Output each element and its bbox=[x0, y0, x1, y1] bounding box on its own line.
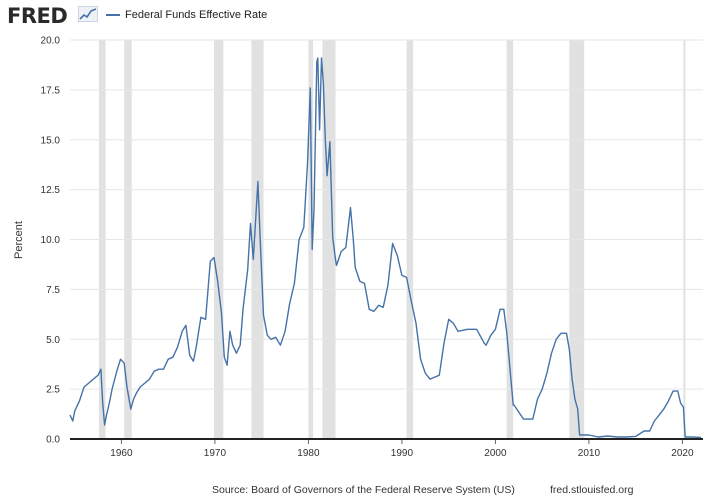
y-tick-label: 7.5 bbox=[46, 285, 60, 296]
y-tick-label: 15.0 bbox=[41, 135, 61, 146]
y-tick-label: 5.0 bbox=[46, 335, 60, 346]
x-tick-label: 1980 bbox=[297, 448, 320, 459]
y-tick-label: 12.5 bbox=[41, 185, 61, 196]
source-note: Source: Board of Governors of the Federa… bbox=[212, 484, 515, 496]
x-tick-label: 1970 bbox=[204, 448, 227, 459]
y-axis-label: Percent bbox=[13, 221, 25, 259]
gridlines bbox=[70, 39, 703, 390]
y-tick-label: 17.5 bbox=[41, 85, 61, 96]
y-tick-label: 10.0 bbox=[41, 235, 61, 246]
legend[interactable]: Federal Funds Effective Rate bbox=[106, 9, 267, 21]
x-tick-labels: 1960 1970 1980 1990 2000 2010 2020 bbox=[110, 439, 694, 459]
x-tick-label: 1990 bbox=[391, 448, 414, 459]
line-chart-icon bbox=[78, 6, 98, 22]
y-tick-label: 0.0 bbox=[46, 435, 60, 446]
fred-logo[interactable]: FRED bbox=[7, 4, 68, 28]
x-tick-label: 2010 bbox=[578, 448, 601, 459]
legend-swatch bbox=[106, 14, 120, 17]
chart-header: FRED Federal Funds Effective Rate bbox=[0, 0, 719, 34]
x-tick-label: 2020 bbox=[671, 448, 694, 459]
x-tick-label: 2000 bbox=[484, 448, 507, 459]
x-tick-label: 1960 bbox=[110, 448, 133, 459]
legend-label: Federal Funds Effective Rate bbox=[125, 9, 268, 21]
site-link[interactable]: fred.stlouisfed.org bbox=[550, 484, 634, 496]
y-tick-label: 2.5 bbox=[46, 385, 60, 396]
series-line[interactable] bbox=[69, 57, 702, 439]
y-tick-label: 20.0 bbox=[41, 36, 61, 47]
y-tick-labels: 0.0 2.5 5.0 7.5 10.0 12.5 15.0 17.5 20.0 bbox=[41, 36, 61, 446]
